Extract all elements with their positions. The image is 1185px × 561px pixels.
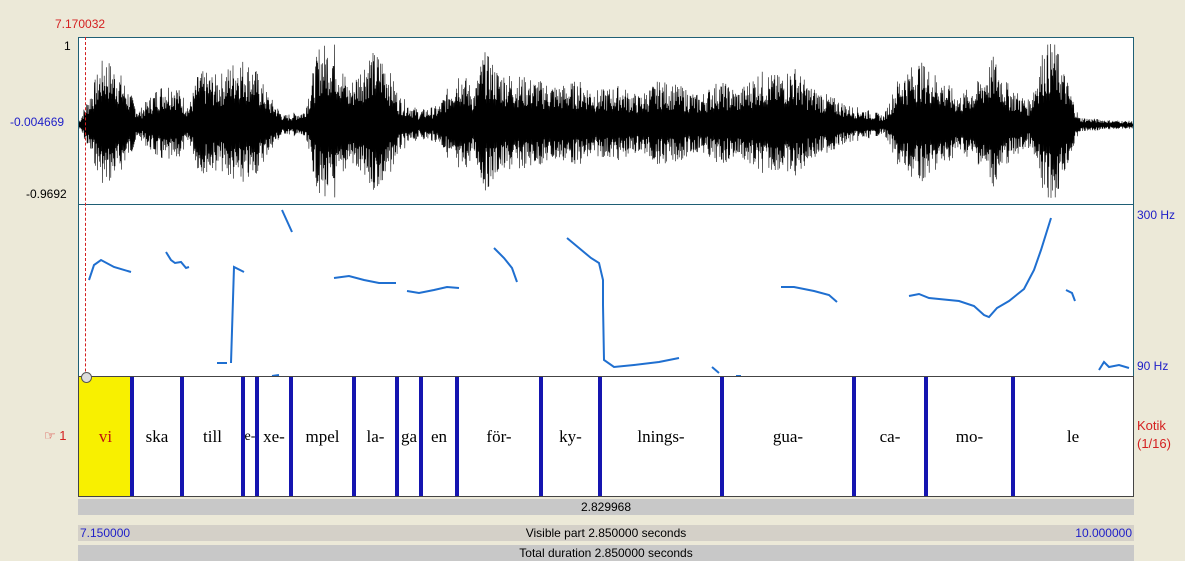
cursor-handle[interactable] [81, 372, 92, 383]
tier-interval[interactable]: lnings- [600, 377, 722, 496]
tier-interval-label: mpel [305, 426, 340, 446]
tier-boundary[interactable] [352, 377, 356, 496]
visible-part-bar[interactable]: 7.150000 Visible part 2.850000 seconds 1… [78, 525, 1134, 541]
tier-boundary[interactable] [419, 377, 423, 496]
pitch-segment [230, 265, 245, 364]
tier-boundary[interactable] [180, 377, 184, 496]
tier-boundary[interactable] [241, 377, 245, 496]
tier-boundary[interactable] [395, 377, 399, 496]
tier-interval-label: e- [244, 428, 256, 444]
tier-name: Kotik [1137, 418, 1166, 433]
selection-duration-label: 2.829968 [580, 500, 632, 514]
tier-interval-label: en [430, 426, 448, 446]
pitch-panel[interactable] [78, 204, 1134, 377]
cursor-time: 7.170032 [55, 17, 106, 31]
pitch-segment [406, 285, 460, 295]
total-duration-bar[interactable]: Total duration 2.850000 seconds [78, 545, 1134, 561]
pitch-segment [88, 258, 132, 281]
tier-index: (1/16) [1137, 436, 1171, 451]
tier-interval-label: lnings- [637, 426, 685, 446]
tier-interval[interactable]: mpel [291, 377, 354, 496]
pitch-top-label: 300 Hz [1137, 208, 1176, 222]
tier-interval-label: ca- [879, 426, 901, 446]
tier-boundary[interactable] [924, 377, 928, 496]
pitch-bottom-label: 90 Hz [1137, 359, 1169, 373]
tier-interval[interactable]: mo- [926, 377, 1013, 496]
tier-interval-label: för- [486, 426, 512, 446]
tier-interval-label: la- [366, 426, 385, 446]
tier-interval[interactable]: xe- [257, 377, 291, 496]
tier-interval[interactable]: en [421, 377, 457, 496]
pitch-segment [281, 209, 293, 233]
pitch-segment [493, 247, 518, 283]
tier-interval[interactable]: till [182, 377, 243, 496]
tier-interval-label: ska [145, 426, 169, 446]
pitch-segment [566, 237, 680, 369]
tier-interval[interactable]: för- [457, 377, 541, 496]
selection-duration-bar[interactable]: 2.829968 [78, 499, 1134, 515]
pitch-segment [165, 251, 190, 270]
tier-interval-label: le [1066, 426, 1080, 446]
visible-part-label: Visible part 2.850000 seconds [525, 526, 687, 540]
waveform-display [79, 43, 1133, 198]
waveform-max-label: 1 [64, 39, 71, 53]
tier-boundary[interactable] [289, 377, 293, 496]
tier-interval-label: ky- [559, 426, 582, 446]
pitch-segment [1065, 289, 1076, 302]
waveform-min-label: -0.9692 [26, 187, 67, 201]
tier-interval-label: vi [98, 426, 113, 446]
tier-interval-label: gua- [772, 426, 804, 446]
tier-interval[interactable]: ga [397, 377, 421, 496]
tier-boundary[interactable] [720, 377, 724, 496]
visible-start-label: 7.150000 [80, 526, 131, 540]
pitch-contour [88, 209, 1130, 376]
waveform-trace [79, 43, 1133, 198]
tier-boundary[interactable] [1011, 377, 1015, 496]
tier-interval[interactable]: ky- [541, 377, 600, 496]
tier-interval[interactable]: le [1013, 377, 1133, 496]
tier-interval[interactable]: e- [243, 377, 257, 496]
visible-end-label: 10.000000 [1075, 526, 1132, 540]
tier-boundary[interactable] [852, 377, 856, 496]
tier-interval[interactable]: ska [132, 377, 182, 496]
waveform-panel[interactable] [78, 37, 1134, 205]
pitch-segment [271, 374, 280, 376]
pitch-segment [333, 274, 396, 284]
tier-boundary[interactable] [539, 377, 543, 496]
total-duration-label: Total duration 2.850000 seconds [519, 546, 693, 560]
tier-interval[interactable]: la- [354, 377, 397, 496]
waveform-mid-label: -0.004669 [10, 115, 65, 129]
tier-number[interactable]: ☞ 1 [44, 428, 67, 444]
cursor-line [85, 37, 86, 497]
tier-interval-label: till [203, 426, 222, 446]
tier-boundary[interactable] [598, 377, 602, 496]
pitch-segment [781, 286, 838, 303]
tier-interval-label: xe- [263, 426, 285, 446]
tier-boundary[interactable] [455, 377, 459, 496]
tier-interval[interactable]: ca- [854, 377, 926, 496]
pitch-segment [908, 217, 1052, 319]
pitch-segment [711, 366, 720, 374]
tier-number-label: 1 [59, 428, 67, 443]
tier-boundary[interactable] [130, 377, 134, 496]
pointing-hand-icon: ☞ [44, 428, 56, 443]
tier-interval[interactable]: vi [79, 377, 132, 496]
tier-interval-label: mo- [955, 426, 984, 446]
tier-panel[interactable]: vi ska till e-xe-mpel la-ga en för-ky-lnings-g… [78, 372, 1134, 497]
tier-boundary[interactable] [255, 377, 259, 496]
tier-interval-label: ga [400, 426, 418, 446]
tier-interval[interactable]: gua- [722, 377, 854, 496]
pitch-segment [1098, 360, 1130, 371]
